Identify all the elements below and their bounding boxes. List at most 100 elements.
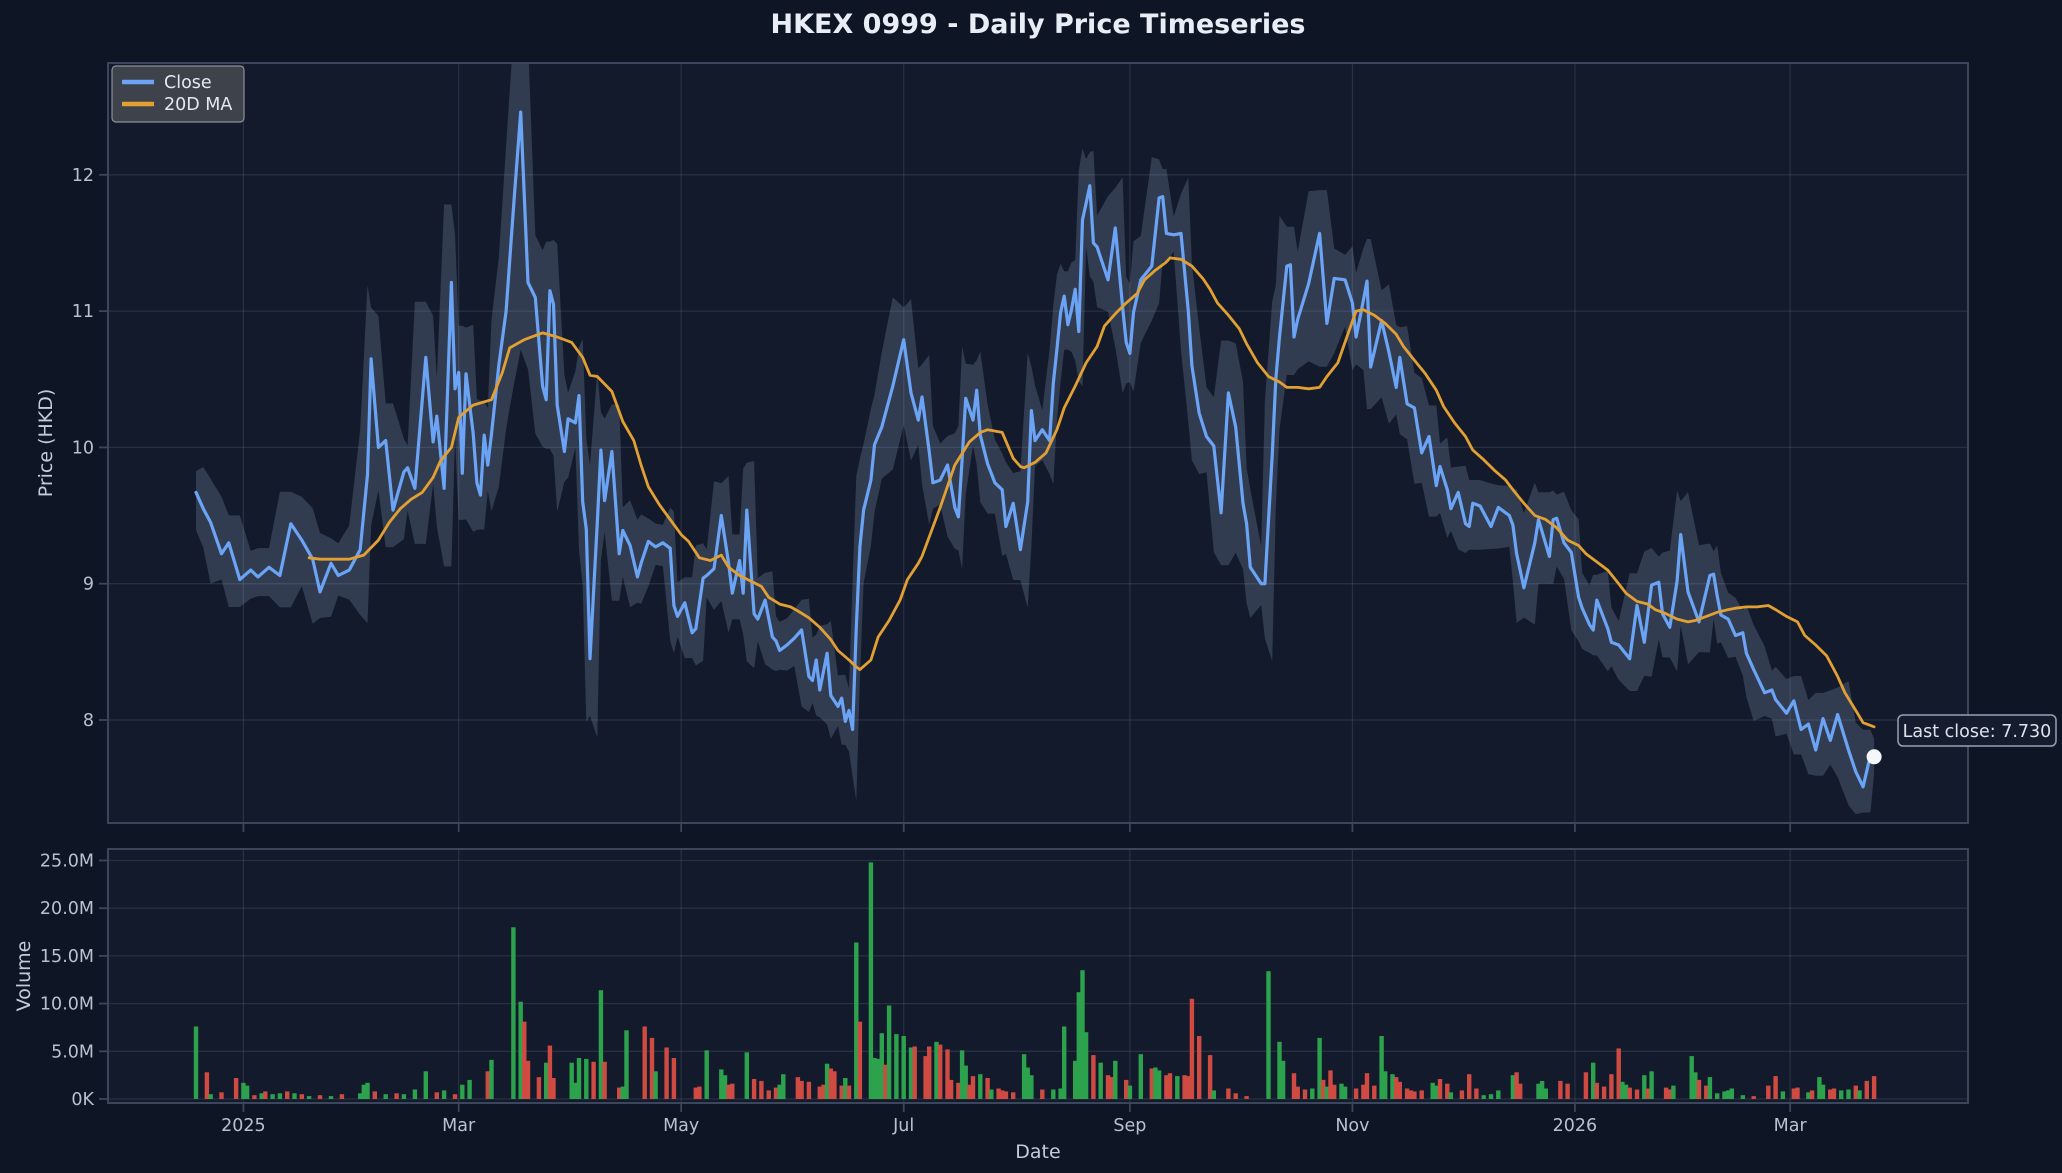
volume-bar — [1642, 1075, 1647, 1099]
volume-bar — [945, 1049, 950, 1099]
volume-bar — [1361, 1084, 1366, 1099]
volume-bar — [1408, 1090, 1413, 1099]
volume-bar — [923, 1056, 928, 1099]
volume-bar — [339, 1094, 345, 1099]
volume-bar — [617, 1087, 622, 1099]
volume-bar — [1671, 1085, 1676, 1099]
volume-bar — [299, 1094, 304, 1099]
volume-bar — [452, 1094, 458, 1099]
volume-bar — [1722, 1091, 1727, 1099]
volume-bar — [886, 1005, 892, 1099]
volume-bar — [912, 1046, 917, 1099]
volume-bar — [1871, 1076, 1877, 1099]
volume-bar — [259, 1093, 264, 1099]
volume-bar — [591, 1061, 596, 1099]
volume-bar — [1025, 1067, 1030, 1099]
volume-bar — [1645, 1088, 1651, 1099]
volume-bar — [1817, 1077, 1822, 1099]
volume-bar — [1616, 1048, 1621, 1099]
volume-bar — [1153, 1067, 1158, 1099]
volume-ylabel: Volume — [13, 941, 35, 1012]
volume-bar — [1780, 1091, 1786, 1099]
volume-bar — [1207, 1055, 1213, 1099]
volume-bar — [766, 1090, 771, 1099]
volume-bar — [244, 1085, 250, 1099]
volume-bar — [1430, 1082, 1435, 1099]
volume-bar — [467, 1079, 472, 1099]
tick-label: Sep — [1113, 1116, 1146, 1136]
volume-bar — [759, 1080, 764, 1099]
tick-label: 2025 — [221, 1116, 266, 1136]
volume-bar — [1226, 1088, 1231, 1099]
volume-bar — [1437, 1079, 1443, 1099]
volume-bar — [806, 1081, 812, 1099]
volume-bar — [317, 1095, 323, 1099]
tick-label: 10 — [72, 438, 94, 458]
volume-bar — [1040, 1089, 1045, 1099]
volume-bar — [401, 1094, 407, 1099]
volume-bar — [551, 1078, 556, 1099]
volume-bar — [536, 1077, 542, 1099]
volume-bar — [525, 1060, 531, 1099]
volume-bar — [671, 1058, 677, 1099]
volume-bar — [208, 1094, 213, 1099]
volume-bar — [511, 927, 516, 1099]
volume-bar — [1372, 1085, 1377, 1099]
volume-bar — [653, 1071, 658, 1099]
volume-bar — [1620, 1081, 1625, 1099]
volume-bar — [1663, 1087, 1669, 1099]
chart-title: HKEX 0999 - Daily Price Timeseries — [770, 9, 1305, 40]
volume-bar — [547, 1045, 553, 1099]
volume-bar — [730, 1083, 735, 1099]
tick-label: 8 — [83, 711, 94, 731]
volume-bar — [1496, 1090, 1501, 1099]
volume-bar — [1565, 1083, 1570, 1099]
volume-bar — [1383, 1071, 1388, 1099]
volume-bar — [1729, 1088, 1734, 1099]
volume-bar — [1601, 1086, 1607, 1099]
volume-bar — [697, 1086, 702, 1099]
volume-bar — [489, 1059, 494, 1099]
volume-bar — [799, 1080, 804, 1099]
volume-bar — [1277, 1041, 1282, 1099]
volume-bar — [576, 1058, 582, 1099]
volume-bar — [1328, 1070, 1333, 1099]
volume-bar — [1390, 1074, 1395, 1099]
volume-bar — [1394, 1077, 1399, 1099]
volume-bar — [328, 1096, 334, 1099]
volume-bar — [817, 1086, 822, 1099]
volume-bar — [883, 1064, 888, 1099]
volume-bar — [773, 1087, 779, 1099]
volume-bar — [1000, 1090, 1005, 1099]
volume-bar — [956, 1082, 961, 1099]
volume-bar — [1291, 1073, 1297, 1099]
volume-bar — [1182, 1075, 1187, 1099]
volume-bar — [1233, 1093, 1238, 1099]
volume-panel-spine — [107, 848, 1969, 1104]
volume-bar — [1536, 1083, 1541, 1099]
tick-label: May — [663, 1116, 699, 1136]
legend-close-label: Close — [164, 73, 212, 93]
volume-bar — [934, 1041, 939, 1099]
volume-bar — [967, 1084, 972, 1099]
volume-bar — [620, 1086, 625, 1099]
volume-bar — [204, 1072, 210, 1099]
volume-bar — [1773, 1076, 1778, 1099]
volume-bar — [1310, 1088, 1315, 1099]
volume-bar — [1164, 1075, 1169, 1099]
volume-bar — [1704, 1085, 1709, 1099]
axis-ticks — [99, 173, 1792, 1112]
tick-label: 0K — [71, 1090, 94, 1110]
volume-bar — [693, 1087, 698, 1099]
tick-label: Mar — [1774, 1116, 1808, 1136]
volume-bar — [1021, 1054, 1027, 1099]
volume-bar — [1609, 1074, 1614, 1099]
volume-bar — [518, 1001, 523, 1099]
volume-bar — [522, 1021, 527, 1099]
volume-bar — [1459, 1090, 1465, 1099]
volume-bar — [1003, 1091, 1009, 1099]
volume-bar — [252, 1095, 257, 1099]
volume-bar — [1806, 1092, 1811, 1099]
volume-gridlines — [108, 849, 1968, 1103]
volume-bar — [1474, 1088, 1479, 1099]
